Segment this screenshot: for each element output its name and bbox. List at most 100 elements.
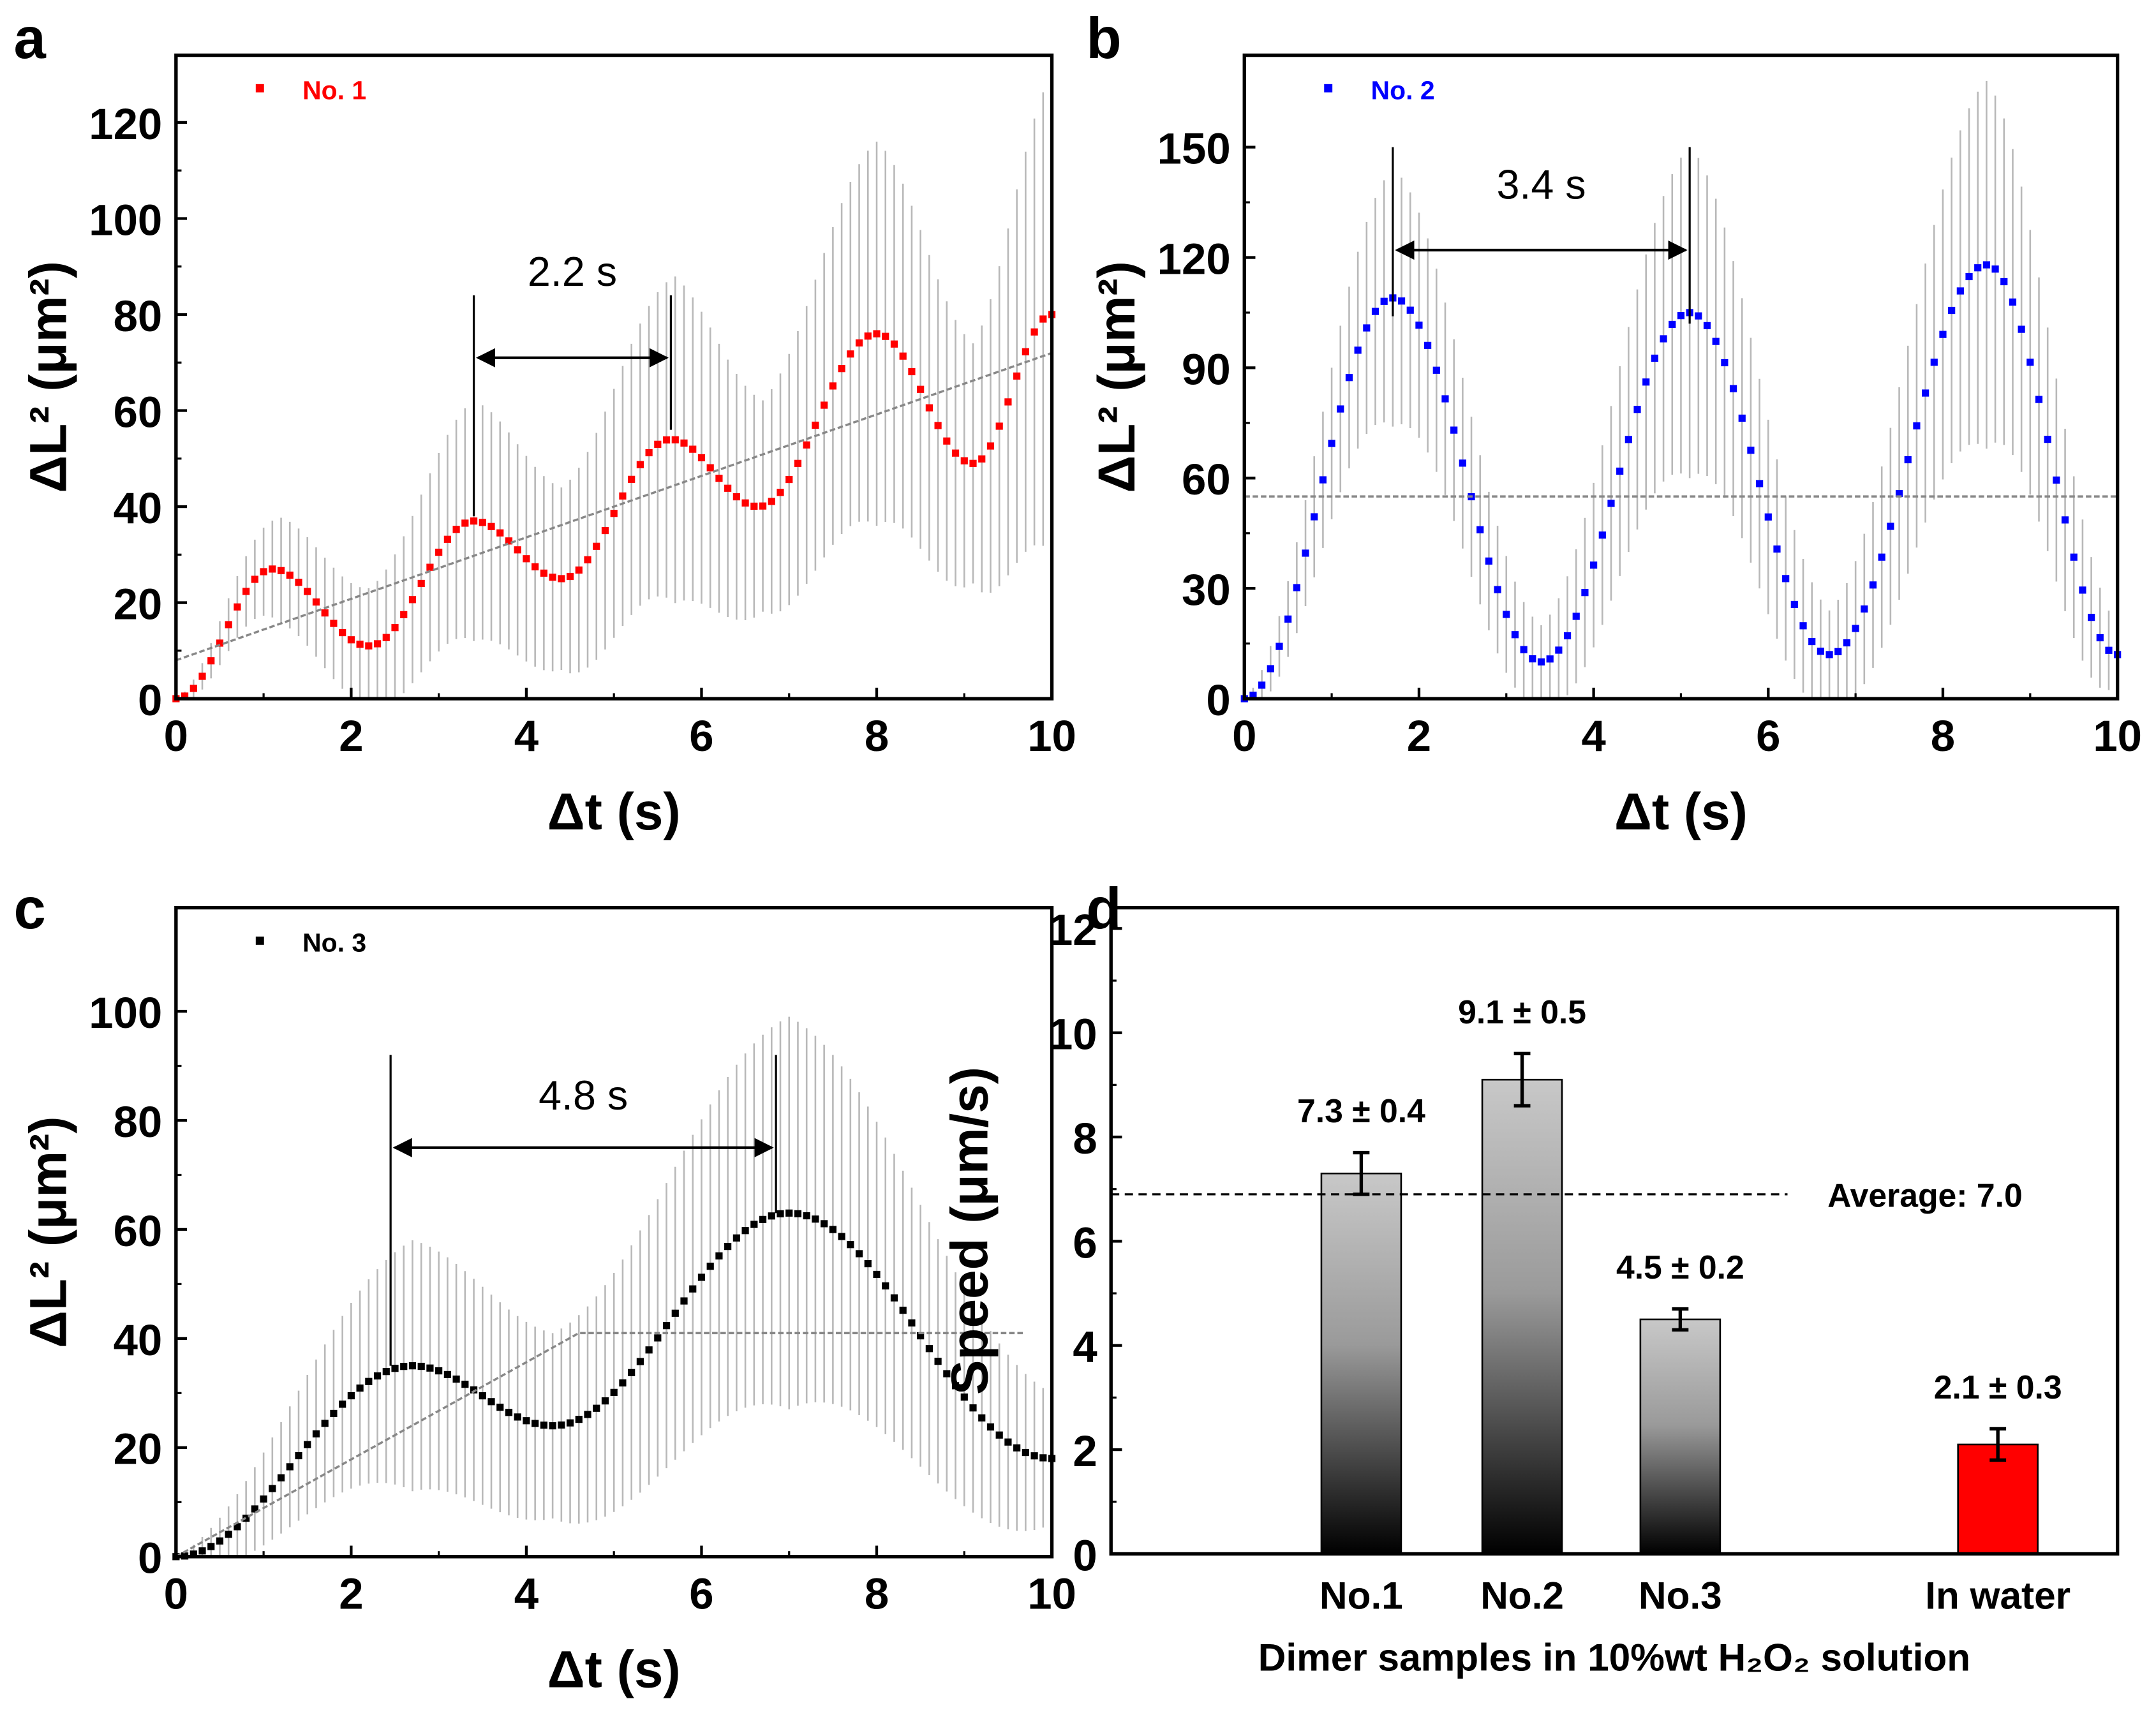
y-tick-label: 100 xyxy=(89,195,162,244)
data-point xyxy=(1004,398,1012,406)
x-tick-label: 2 xyxy=(1407,711,1431,761)
y-tick-label: 60 xyxy=(1182,455,1231,504)
data-point xyxy=(969,1404,977,1412)
data-point xyxy=(732,1234,740,1242)
data-point xyxy=(1808,637,1816,646)
data-point xyxy=(619,1379,627,1387)
data-point xyxy=(1834,648,1842,655)
data-point xyxy=(1922,389,1929,397)
data-point xyxy=(400,611,408,618)
data-point xyxy=(978,1414,986,1422)
data-point xyxy=(847,1241,854,1249)
legend-label: No. 2 xyxy=(1371,76,1435,105)
data-point xyxy=(662,1322,671,1330)
data-point xyxy=(487,1398,495,1406)
data-point xyxy=(2070,553,2078,561)
data-point xyxy=(882,332,889,340)
y-tick-label: 20 xyxy=(114,579,163,628)
data-point xyxy=(1747,447,1755,454)
data-point xyxy=(636,461,644,468)
y-tick-label: 60 xyxy=(114,1206,163,1256)
data-point xyxy=(523,1417,530,1425)
y-tick-label: 12 xyxy=(1048,905,1097,954)
data-point xyxy=(1764,513,1772,521)
data-point xyxy=(382,634,390,641)
data-point xyxy=(855,339,863,347)
x-tick-label: 10 xyxy=(1027,1570,1076,1619)
data-point xyxy=(479,519,486,526)
data-point xyxy=(365,1377,373,1385)
legend-label: No. 1 xyxy=(302,76,366,105)
data-point xyxy=(1887,523,1894,530)
data-point xyxy=(925,1345,933,1353)
data-point xyxy=(1773,545,1781,553)
data-point xyxy=(1485,557,1493,565)
data-point xyxy=(190,1550,197,1558)
data-point xyxy=(207,1543,215,1550)
data-point xyxy=(899,352,907,360)
data-point xyxy=(759,502,767,510)
data-point xyxy=(356,1385,364,1392)
data-point xyxy=(470,1386,478,1394)
data-point xyxy=(741,1227,749,1235)
data-point xyxy=(181,692,189,700)
data-point xyxy=(1624,436,1632,443)
data-point xyxy=(1572,612,1580,620)
y-tick-label: 6 xyxy=(1073,1218,1097,1267)
bar xyxy=(1481,1078,1563,1555)
data-point xyxy=(269,1485,276,1492)
data-point xyxy=(986,442,995,450)
fit-line xyxy=(175,352,1053,662)
data-point xyxy=(917,385,925,393)
data-point xyxy=(960,457,968,464)
data-point xyxy=(1546,655,1554,663)
data-point xyxy=(785,475,793,484)
data-point xyxy=(943,1370,951,1377)
data-point xyxy=(505,537,513,545)
data-point xyxy=(978,455,986,463)
data-point xyxy=(838,365,845,373)
y-tick-label: 150 xyxy=(1157,124,1231,174)
data-point xyxy=(1633,406,1641,413)
data-point xyxy=(1598,531,1606,539)
data-point xyxy=(1616,467,1624,475)
data-point xyxy=(190,685,197,692)
data-point xyxy=(1930,359,1938,366)
data-point xyxy=(312,598,320,606)
average-label: Average: 7.0 xyxy=(1827,1177,2023,1214)
data-point xyxy=(715,1252,723,1260)
data-point xyxy=(1782,575,1790,583)
data-point xyxy=(986,1423,995,1431)
data-point xyxy=(269,565,276,573)
data-point xyxy=(803,1212,810,1220)
data-point xyxy=(1817,648,1825,655)
x-tick-label: 0 xyxy=(1232,711,1256,761)
data-point xyxy=(1424,341,1432,349)
data-point xyxy=(934,422,942,429)
data-point xyxy=(847,350,854,358)
data-point xyxy=(2088,614,2095,621)
data-point xyxy=(864,1259,872,1268)
y-axis-label: Speed (μm/s) xyxy=(940,1067,999,1395)
data-point xyxy=(899,1307,907,1314)
data-point xyxy=(321,609,329,617)
data-point xyxy=(198,672,206,680)
data-point xyxy=(540,569,547,577)
data-point xyxy=(1039,315,1047,323)
data-point xyxy=(821,401,828,409)
data-point xyxy=(1974,264,1982,272)
data-point xyxy=(829,1226,836,1233)
data-point xyxy=(1013,1444,1021,1451)
data-point xyxy=(1660,335,1667,343)
data-point xyxy=(1965,272,1973,281)
data-point xyxy=(1450,426,1458,434)
data-point xyxy=(593,542,600,550)
data-point xyxy=(1843,639,1851,647)
data-point xyxy=(523,555,530,563)
data-point xyxy=(908,1319,916,1327)
data-point xyxy=(662,436,671,444)
data-point xyxy=(715,475,723,482)
data-point xyxy=(1267,665,1274,672)
data-point xyxy=(706,464,714,471)
